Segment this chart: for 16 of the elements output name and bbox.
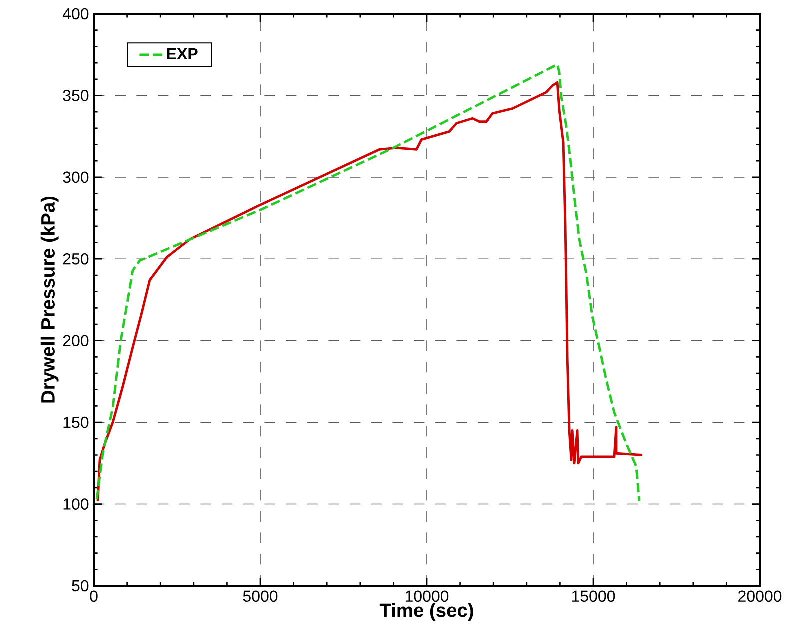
y-tick-label: 300 <box>63 172 89 184</box>
legend-label: EXP <box>167 48 198 60</box>
y-tick-label: 150 <box>64 416 89 428</box>
y-tick-label: 50 <box>72 580 89 592</box>
x-tick-label: 15000 <box>572 590 616 602</box>
x-tick-label: 5000 <box>243 590 278 602</box>
x-tick-label: 0 <box>90 590 98 602</box>
y-tick-label: 400 <box>62 8 89 20</box>
x-tick-label: 10000 <box>406 590 449 602</box>
y-tick-label: 200 <box>63 335 89 347</box>
y-tick-label: 100 <box>64 498 89 510</box>
y-tick-label: 350 <box>63 90 89 102</box>
y-axis-title: Drywell Pressure (kPa) <box>40 196 59 403</box>
x-tick-label: 20000 <box>738 590 782 602</box>
x-axis-title: Time (sec) <box>380 603 474 622</box>
y-tick-label: 250 <box>63 253 89 265</box>
